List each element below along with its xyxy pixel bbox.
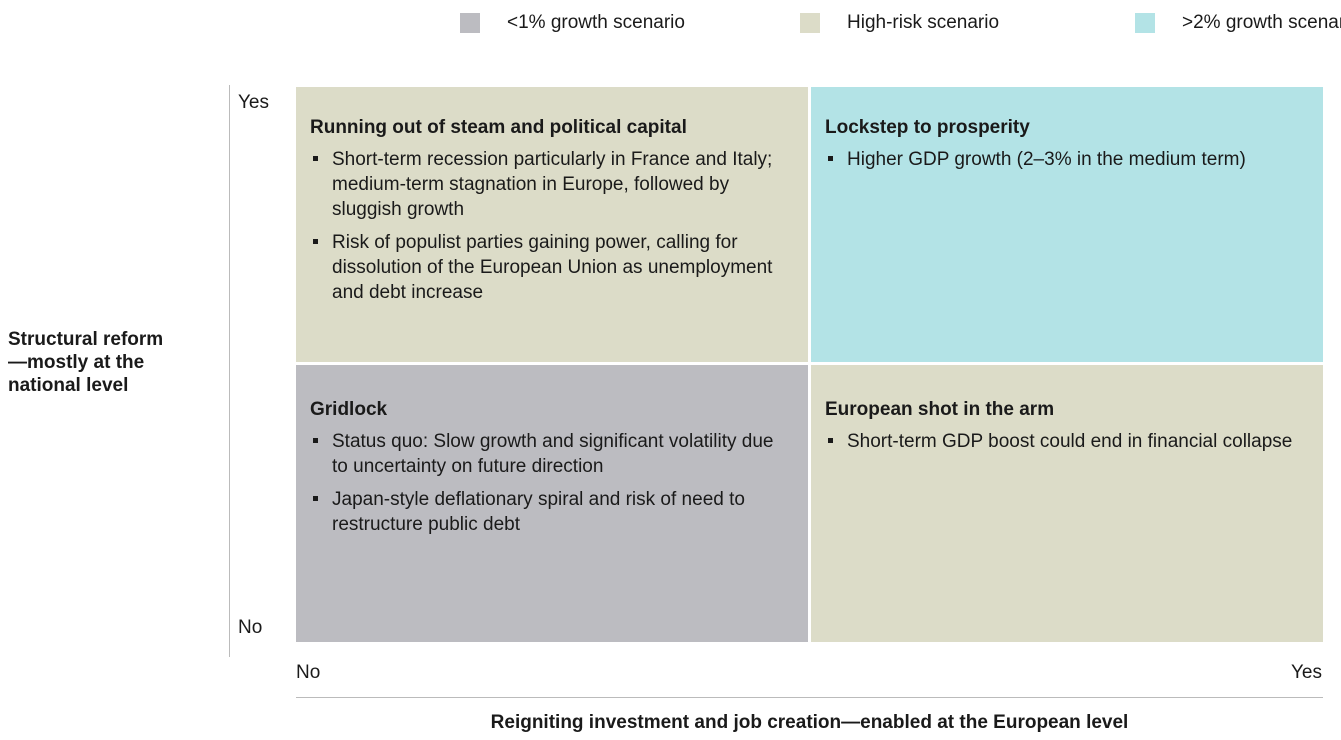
legend-label: High-risk scenario (847, 12, 1000, 33)
bullet-list: Higher GDP growth (2–3% in the medium te… (825, 147, 1295, 172)
legend-label: <1% growth scenario (507, 12, 685, 33)
legend-swatch (800, 13, 820, 33)
legend-item: <1% growth scenario (460, 12, 685, 34)
quadrant: Running out of steam and political capit… (296, 87, 808, 362)
legend-swatch (1135, 13, 1155, 33)
y-axis-low: No (238, 617, 263, 638)
quadrant-title: Gridlock (310, 399, 388, 420)
x-axis-label: Reigniting investment and job creation—e… (490, 712, 1129, 733)
quadrant: Lockstep to prosperity Higher GDP growth … (811, 87, 1323, 362)
quadrant: Gridlock Status quo: Slow growth and sign… (296, 365, 808, 642)
bullet-list: Short-term GDP boost could end in financ… (825, 429, 1295, 454)
quadrant-title: Lockstep to prosperity (825, 117, 1030, 138)
x-axis-low: No (296, 662, 321, 683)
legend-item: High-risk scenario (800, 12, 999, 34)
quadrant-title: European shot in the arm (825, 399, 1055, 420)
bullet: Short-term GDP boost could end in financ… (825, 429, 1295, 454)
bullet: Status quo: Slow growth and significant … (310, 429, 780, 479)
quadrant-title: Running out of steam and political capit… (310, 117, 687, 138)
bullet: Higher GDP growth (2–3% in the medium te… (825, 147, 1295, 172)
quadrant: European shot in the arm Short-term GDP b… (811, 365, 1323, 642)
bullet: Short-term recession particularly in Fra… (310, 147, 780, 222)
legend-swatch (460, 13, 480, 33)
x-axis-high: Yes (1291, 662, 1322, 683)
bullet-list: Status quo: Slow growth and significant … (310, 429, 780, 537)
x-axis-line (296, 697, 1323, 698)
legend-label: >2% growth scenario (1182, 12, 1341, 33)
bullet-list: Short-term recession particularly in Fra… (310, 147, 780, 305)
bullet: Risk of populist parties gaining power, … (310, 230, 780, 305)
legend-item: >2% growth scenario (1135, 12, 1341, 34)
y-axis-high: Yes (238, 92, 269, 113)
y-axis-label: Structural reform —mostly at the nationa… (8, 329, 164, 396)
y-axis-line (229, 85, 230, 657)
bullet: Japan-style deflationary spiral and risk… (310, 487, 780, 537)
